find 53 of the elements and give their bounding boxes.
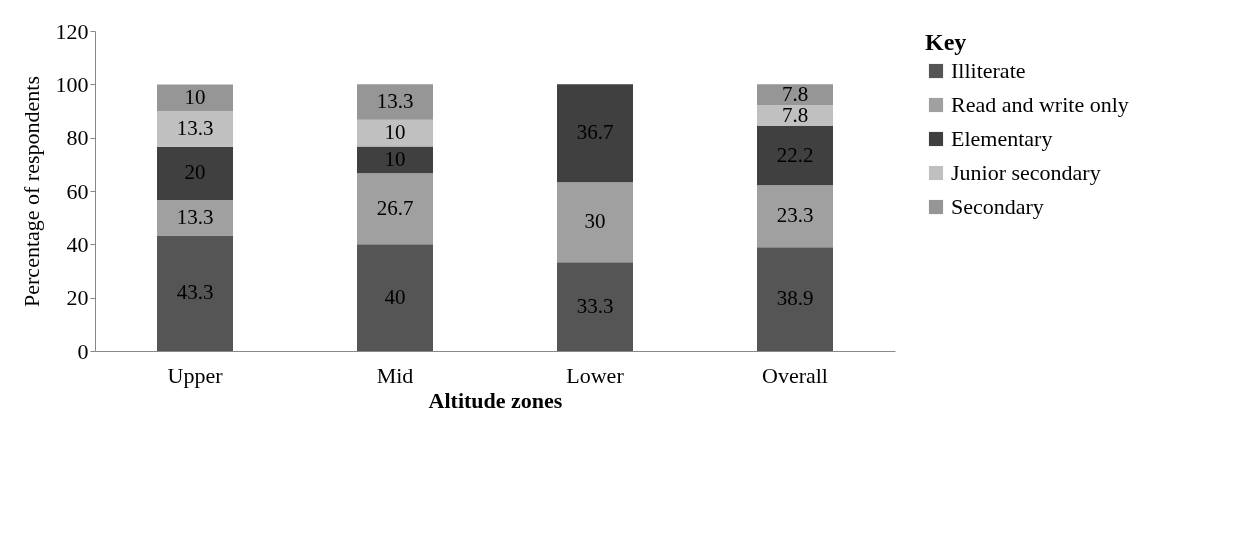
- legend-label: Illiterate: [951, 58, 1026, 83]
- data-label: 30: [584, 209, 606, 234]
- data-label: 43.3: [176, 280, 214, 305]
- data-label: 10: [384, 120, 406, 145]
- x-tick-label: Mid: [376, 362, 414, 388]
- data-label: 26.7: [376, 195, 414, 220]
- x-axis-title: Altitude zones: [428, 387, 563, 413]
- bar: [557, 262, 633, 351]
- y-tick-label: 20: [66, 285, 89, 311]
- bar: [757, 84, 833, 106]
- y-tick-label: 120: [55, 18, 89, 44]
- bar: [157, 235, 233, 351]
- data-label: 22.2: [776, 142, 814, 167]
- data-label: 20: [184, 160, 206, 185]
- bar: [357, 146, 433, 174]
- data-label: 36.7: [576, 120, 614, 145]
- y-tick-label: 60: [66, 178, 89, 204]
- bar: [357, 244, 433, 351]
- bar: [357, 119, 433, 147]
- legend-title: Key: [925, 29, 967, 55]
- bar: [157, 146, 233, 201]
- data-label: 10: [184, 84, 206, 109]
- data-label: 33.3: [576, 293, 614, 318]
- bar: [757, 125, 833, 186]
- bar: [157, 200, 233, 236]
- bar: [757, 247, 833, 351]
- bar: [157, 84, 233, 112]
- y-tick-label: 100: [55, 71, 89, 97]
- y-tick-label: 80: [66, 125, 89, 151]
- data-label: 13.3: [376, 89, 414, 114]
- bar: [757, 105, 833, 126]
- bar: [357, 84, 433, 120]
- legend-label: Secondary: [951, 194, 1044, 219]
- x-tick-label: Upper: [167, 362, 224, 388]
- data-label: 23.3: [776, 203, 814, 228]
- y-axis-title: Percentage of respondents: [18, 76, 44, 307]
- legend-label: Junior secondary: [951, 160, 1101, 185]
- bar: [757, 185, 833, 248]
- x-tick-label: Lower: [566, 362, 625, 388]
- y-tick-label: 40: [66, 231, 89, 257]
- bar: [557, 84, 633, 183]
- bar: [357, 173, 433, 245]
- y-tick-label: 0: [77, 338, 89, 364]
- bar: [557, 182, 633, 263]
- data-label: 10: [384, 146, 406, 171]
- legend-label: Elementary: [951, 126, 1053, 151]
- x-tick-label: Overall: [762, 362, 828, 388]
- data-label: 13.3: [176, 204, 214, 229]
- bar: [157, 111, 233, 147]
- legend-label: Read and write only: [951, 92, 1129, 117]
- data-label: 13.3: [176, 116, 214, 140]
- data-label: 40: [384, 284, 406, 309]
- data-label: 38.9: [776, 286, 814, 311]
